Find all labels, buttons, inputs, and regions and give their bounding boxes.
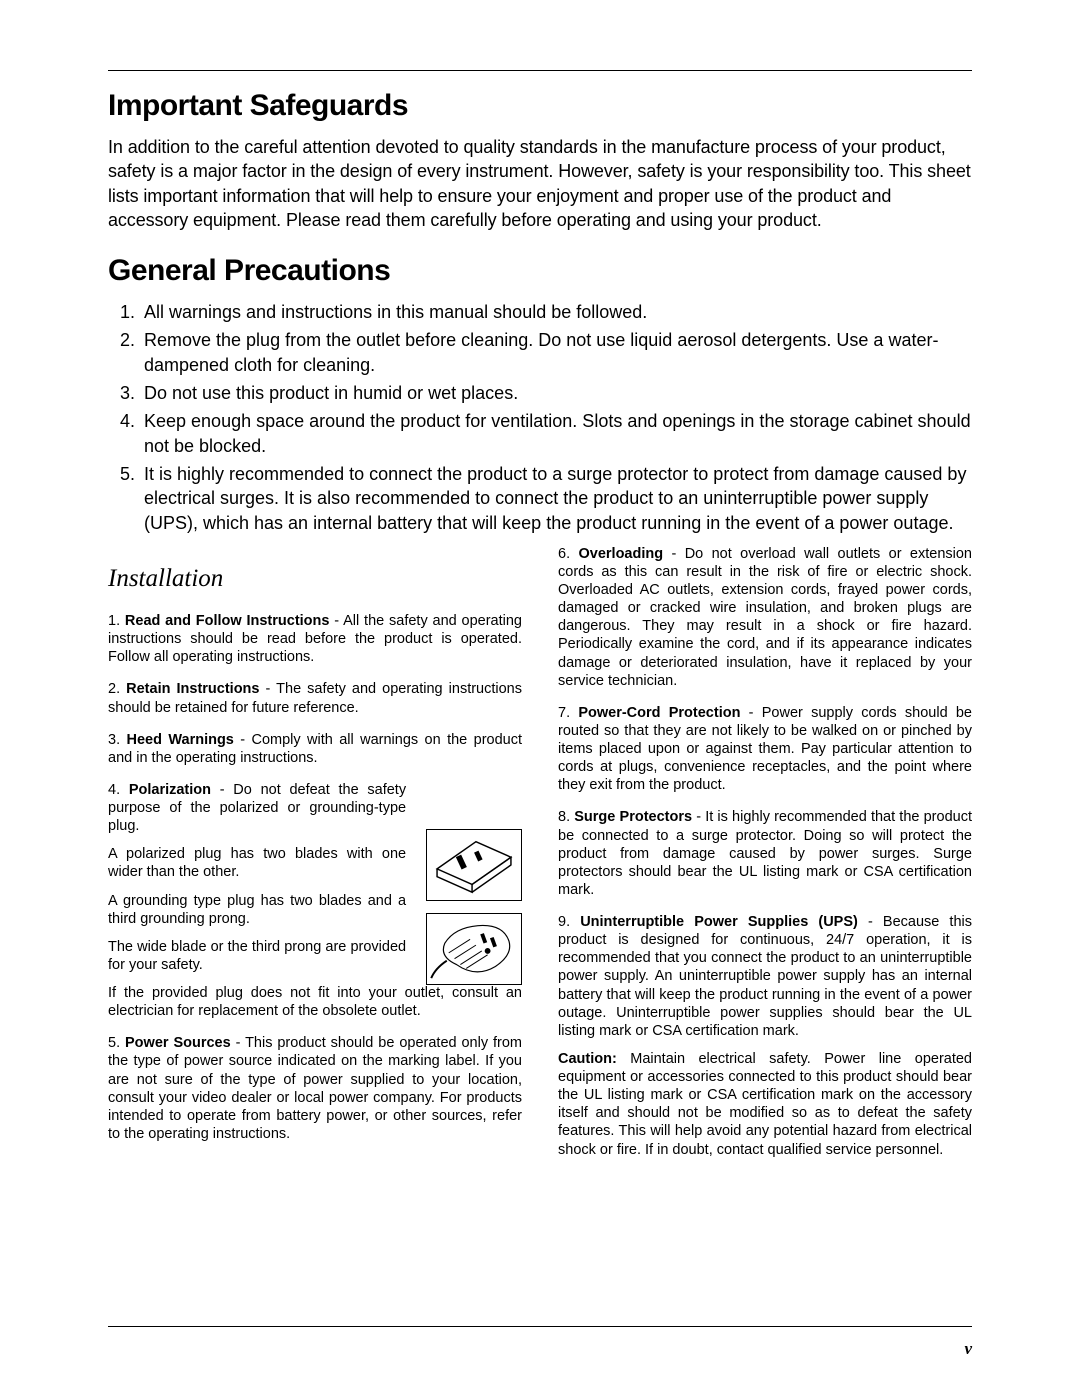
grounding-plug-icon [426, 913, 522, 985]
item-number: 8. [558, 809, 570, 825]
polarization-sub: If the provided plug does not fit into y… [108, 984, 522, 1020]
item-number: 4. [108, 782, 120, 798]
installation-columns: Installation 1. Read and Follow Instruct… [108, 545, 972, 1173]
intro-paragraph: In addition to the careful attention dev… [108, 135, 972, 232]
caution-body: Maintain electrical safety. Power line o… [558, 1051, 972, 1158]
install-item-9: 9. Uninterruptible Power Supplies (UPS) … [558, 913, 972, 1159]
item-body: - Because this product is designed for c… [558, 914, 972, 1039]
install-item-3: 3. Heed Warnings - Comply with all warni… [108, 731, 522, 767]
install-item-4: 4. Polarization - Do not defeat the safe… [108, 781, 522, 1020]
item-number: 6. [558, 546, 570, 562]
list-item: Keep enough space around the product for… [140, 409, 972, 458]
item-title: Polarization [129, 782, 211, 798]
general-precautions-list: All warnings and instructions in this ma… [108, 300, 972, 535]
install-item-5: 5. Power Sources - This product should b… [108, 1034, 522, 1143]
item-title: Retain Instructions [126, 681, 259, 697]
item-title: Power Sources [125, 1035, 231, 1051]
caution-label: Caution: [558, 1051, 617, 1067]
polarization-sub: A polarized plug has two blades with one… [108, 845, 406, 881]
item-number: 7. [558, 705, 570, 721]
polarized-plug-icon [426, 829, 522, 901]
polarization-text: 4. Polarization - Do not defeat the safe… [108, 781, 406, 974]
item-body: - Do not overload wall outlets or extens… [558, 546, 972, 689]
item-title: Power-Cord Protection [578, 705, 740, 721]
list-item: All warnings and instructions in this ma… [140, 300, 972, 324]
item-title: Surge Protectors [574, 809, 692, 825]
item-number: 1. [108, 613, 120, 629]
heading-installation: Installation [108, 563, 522, 594]
item-title: Overloading [578, 546, 663, 562]
top-rule [108, 70, 972, 71]
install-item-2: 2. Retain Instructions - The safety and … [108, 680, 522, 716]
item-number: 5. [108, 1035, 120, 1051]
install-item-7: 7. Power-Cord Protection - Power supply … [558, 704, 972, 795]
document-page: Important Safeguards In addition to the … [0, 0, 1080, 1213]
heading-general-precautions: General Precautions [108, 254, 972, 288]
item-number: 9. [558, 914, 570, 930]
polarization-sub: A grounding type plug has two blades and… [108, 892, 406, 928]
left-column: Installation 1. Read and Follow Instruct… [108, 545, 522, 1173]
item-title: Heed Warnings [127, 732, 234, 748]
item-title: Uninterruptible Power Supplies (UPS) [580, 914, 858, 930]
install-item-6: 6. Overloading - Do not overload wall ou… [558, 545, 972, 690]
page-number: v [964, 1339, 972, 1359]
list-item: It is highly recommended to connect the … [140, 462, 972, 535]
item-title: Read and Follow Instructions [125, 613, 330, 629]
right-column: 6. Overloading - Do not overload wall ou… [558, 545, 972, 1173]
install-item-8: 8. Surge Protectors - It is highly recom… [558, 808, 972, 899]
caution-paragraph: Caution: Maintain electrical safety. Pow… [558, 1050, 972, 1159]
heading-important-safeguards: Important Safeguards [108, 89, 972, 123]
bottom-rule [108, 1326, 972, 1327]
polarization-sub: The wide blade or the third prong are pr… [108, 938, 406, 974]
list-item: Remove the plug from the outlet before c… [140, 328, 972, 377]
item-number: 2. [108, 681, 120, 697]
install-item-1: 1. Read and Follow Instructions - All th… [108, 612, 522, 666]
item-number: 3. [108, 732, 120, 748]
list-item: Do not use this product in humid or wet … [140, 381, 972, 405]
